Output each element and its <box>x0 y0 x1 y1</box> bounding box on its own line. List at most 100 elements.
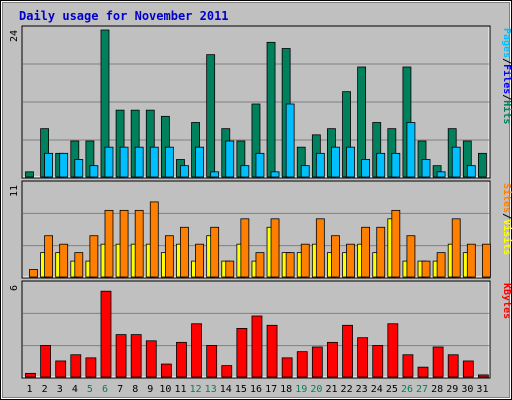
bar-files-29 <box>451 146 461 178</box>
bar-visits-28 <box>436 252 446 278</box>
bar-files-17 <box>270 171 280 178</box>
y-max-label: 11 <box>9 185 20 197</box>
chart-title: Daily usage for November 2011 <box>19 9 229 23</box>
bar-kbytes-14 <box>221 365 233 378</box>
side-label-part: / <box>501 58 512 64</box>
bar-kbytes-21 <box>327 341 338 378</box>
bar-files-28 <box>436 171 446 178</box>
panel-visits-sites: 11 Sites/Visits <box>9 180 512 279</box>
bar-visits-15 <box>240 218 250 278</box>
x-tick-label: 18 <box>280 384 292 395</box>
bar-kbytes-4 <box>70 354 82 378</box>
bar-visits-23 <box>361 226 371 278</box>
x-tick-label: 6 <box>102 384 108 395</box>
x-tick-label: 13 <box>205 384 217 395</box>
bar-files-11 <box>180 165 189 178</box>
bar-kbytes-25 <box>387 323 399 378</box>
bar-kbytes-11 <box>176 341 187 378</box>
bar-visits-6 <box>104 209 114 278</box>
bar-files-19 <box>300 165 310 178</box>
bar-visits-27 <box>421 260 431 278</box>
bar-files-27 <box>421 159 431 178</box>
x-tick-label: 3 <box>57 384 63 395</box>
bar-files-26 <box>406 122 416 178</box>
x-tick-label: 1 <box>27 384 33 395</box>
bar-kbytes-13 <box>206 345 218 378</box>
bar-visits-11 <box>180 226 189 278</box>
side-label-part: Pages <box>501 28 512 58</box>
x-tick-label: 4 <box>72 384 78 395</box>
bar-kbytes-18 <box>281 357 293 378</box>
bar-kbytes-8 <box>130 334 142 378</box>
bar-visits-12 <box>195 243 204 278</box>
bar-hits-17 <box>266 41 276 178</box>
bar-visits-29 <box>451 218 461 278</box>
y-max-label: 24 <box>9 30 20 42</box>
bar-kbytes-23 <box>357 337 369 378</box>
x-tick-label: 5 <box>87 384 93 395</box>
side-label-part: Hits <box>501 100 512 124</box>
bar-visits-4 <box>74 252 84 278</box>
x-tick-label: 10 <box>159 384 171 395</box>
bar-kbytes-26 <box>402 354 414 378</box>
bar-hits-31 <box>478 152 487 178</box>
bar-visits-17 <box>270 218 280 278</box>
x-tick-label: 27 <box>416 384 428 395</box>
bar-kbytes-22 <box>342 324 353 378</box>
bar-kbytes-2 <box>40 345 51 378</box>
side-label-visits-sites: Sites/Visits <box>501 183 512 255</box>
bar-kbytes-29 <box>447 354 459 378</box>
bar-visits-9 <box>149 201 159 278</box>
panel-hits-files-pages: 24 Pages/Files/Hits <box>9 25 512 179</box>
bar-kbytes-30 <box>462 360 474 378</box>
bar-hits-13 <box>206 54 216 178</box>
bar-kbytes-28 <box>432 346 444 378</box>
side-label-part: Sites <box>501 183 512 213</box>
x-tick-label: 11 <box>174 384 186 395</box>
bar-hits-1 <box>25 171 34 178</box>
side-label-kbytes: KBytes <box>501 283 512 319</box>
bar-visits-3 <box>59 243 69 278</box>
x-tick-label: 17 <box>265 384 277 395</box>
x-tick-label: 12 <box>190 384 202 395</box>
side-label-part: / <box>501 213 512 219</box>
x-tick-label: 14 <box>220 384 232 395</box>
bar-files-10 <box>164 146 174 178</box>
bar-visits-20 <box>315 218 325 278</box>
bar-kbytes-12 <box>191 323 202 378</box>
x-tick-label: 28 <box>431 384 443 395</box>
side-label-part: Visits <box>501 219 512 255</box>
x-tick-label: 9 <box>147 384 153 395</box>
x-tick-label: 30 <box>461 384 473 395</box>
bar-visits-25 <box>391 209 401 278</box>
bar-kbytes-3 <box>55 360 67 378</box>
bar-files-16 <box>255 152 265 178</box>
panel-kbytes: 6 KBytes <box>9 280 512 379</box>
bar-kbytes-1 <box>25 372 36 378</box>
bar-files-5 <box>89 165 99 178</box>
x-tick-label: 25 <box>386 384 398 395</box>
bar-visits-21 <box>331 235 340 278</box>
side-label-hits-files-pages: Pages/Files/Hits <box>501 28 512 124</box>
bar-kbytes-7 <box>115 334 127 378</box>
bar-visits-7 <box>119 209 129 278</box>
bar-kbytes-5 <box>85 357 97 378</box>
bar-files-6 <box>104 146 114 178</box>
x-tick-label: 31 <box>476 384 488 395</box>
bar-files-2 <box>44 152 53 178</box>
bar-visits-18 <box>285 252 295 278</box>
bar-visits-5 <box>89 235 99 278</box>
side-label-part: / <box>501 94 512 100</box>
x-tick-label: 29 <box>446 384 458 395</box>
bar-visits-22 <box>346 243 355 278</box>
x-tick-label: 26 <box>401 384 413 395</box>
bar-files-12 <box>195 146 204 178</box>
bar-visits-1 <box>29 269 38 278</box>
bar-files-25 <box>391 152 401 178</box>
bar-visits-31 <box>482 243 491 278</box>
x-tick-label: 20 <box>310 384 322 395</box>
bar-visits-30 <box>466 243 476 278</box>
